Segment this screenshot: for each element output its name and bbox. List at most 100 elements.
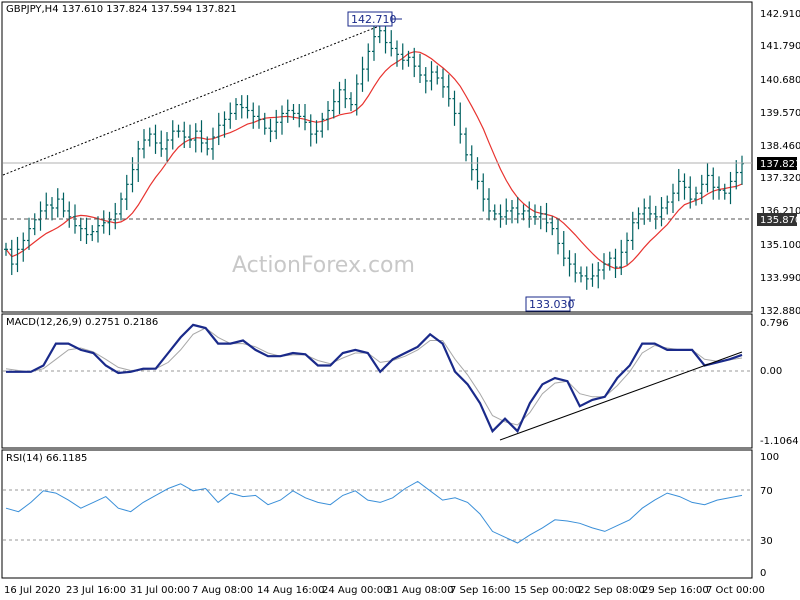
y-tick-label: 135.100 <box>760 240 800 251</box>
price-bar <box>636 207 641 230</box>
price-bar <box>354 74 359 116</box>
price-bar <box>228 102 233 129</box>
price-bar <box>699 174 704 205</box>
y-tick-label: 0.00 <box>760 366 782 377</box>
price-bar <box>395 40 399 67</box>
price-y-axis: 142.910 141.790 140.680 139.570 138.460 … <box>760 9 800 317</box>
price-bar <box>153 124 158 154</box>
callout-low-box <box>525 296 571 312</box>
price-bar <box>21 232 26 262</box>
price-bar <box>607 251 612 271</box>
x-tick-label: 16 Jul 2020 <box>4 585 61 596</box>
y-tick-label: 70 <box>760 486 773 497</box>
price-bar <box>429 61 434 91</box>
price-bar <box>728 171 733 205</box>
macd-trendline <box>499 351 743 441</box>
y-tick-label: 100 <box>760 452 779 463</box>
price-bar <box>533 204 537 225</box>
price-bar <box>314 120 319 144</box>
price-bar <box>176 124 181 138</box>
callout-high-label: 142.710 <box>351 13 397 26</box>
price-bar <box>101 210 106 234</box>
x-tick-label: 29 Sep 16:00 <box>642 585 709 596</box>
price-bar <box>142 129 146 159</box>
price-bar <box>61 192 66 218</box>
price-bar <box>136 140 141 182</box>
price-bar <box>412 47 417 78</box>
x-tick-label: 31 Jul 00:00 <box>130 585 190 596</box>
y-tick-label: 141.790 <box>760 41 800 52</box>
x-tick-label: 14 Aug 16:00 <box>257 585 324 596</box>
price-bar <box>561 231 566 267</box>
current-price-label: 137.821 <box>760 159 800 170</box>
price-bar <box>222 111 227 138</box>
price-bar <box>573 253 578 283</box>
price-bar <box>510 199 514 224</box>
price-bar <box>216 112 221 146</box>
candlestick-layer <box>4 21 744 290</box>
signal-line <box>5 327 743 426</box>
price-bar <box>119 192 123 221</box>
price-bar <box>211 127 215 160</box>
price-bar <box>113 202 118 230</box>
price-bar <box>452 90 457 126</box>
price-bar <box>441 68 445 98</box>
price-bar <box>239 95 244 119</box>
price-bar <box>55 188 60 218</box>
price-bar <box>688 176 693 209</box>
price-bar <box>4 242 8 256</box>
price-bar <box>446 74 451 107</box>
price-bar <box>188 124 192 149</box>
x-axis: 16 Jul 2020 23 Jul 16:00 31 Jul 00:00 7 … <box>4 585 765 596</box>
rsi-line <box>5 480 743 544</box>
x-tick-label: 22 Sep 08:00 <box>578 585 645 596</box>
price-bar <box>630 211 635 250</box>
y-tick-label: 0 <box>760 568 766 579</box>
price-bar <box>694 186 698 206</box>
price-bar <box>400 43 405 70</box>
rsi-label: RSI(14) 66.1185 <box>6 453 88 464</box>
price-bar <box>705 163 710 193</box>
price-bar <box>717 176 721 200</box>
price-bar <box>308 114 313 147</box>
ohlc-values: 137.610 137.824 137.594 137.821 <box>61 4 237 15</box>
price-bar <box>170 120 175 150</box>
y-tick-label: 136.210 <box>760 206 800 217</box>
price-bar <box>9 239 14 276</box>
price-bar <box>343 78 348 109</box>
x-tick-label: 7 Sep 16:00 <box>450 585 510 596</box>
watermark: ActionForex.com <box>232 253 415 278</box>
price-bar <box>199 120 204 153</box>
price-bar <box>67 201 72 228</box>
rsi-y-axis: 100 70 30 0 <box>760 452 779 579</box>
price-bar <box>498 204 503 228</box>
rsi-panel <box>1 449 753 579</box>
price-bar <box>521 204 526 221</box>
price-bar <box>492 204 497 221</box>
price-bar <box>349 92 353 112</box>
price-bar <box>124 174 129 211</box>
price-bar <box>78 217 83 242</box>
price-bar <box>245 95 250 119</box>
price-bar <box>268 118 273 143</box>
price-bar <box>590 263 595 287</box>
price-bar <box>567 250 572 277</box>
price-bar <box>257 105 261 129</box>
price-bar <box>671 183 675 213</box>
price-bar <box>303 103 307 131</box>
macd-lines <box>5 323 743 434</box>
price-bar <box>544 202 549 233</box>
current-price-tag <box>757 157 797 170</box>
level-price-label: 135.870 <box>760 215 800 226</box>
price-bar <box>464 127 468 162</box>
price-bar <box>50 197 54 221</box>
price-bar <box>159 130 164 157</box>
price-bar <box>406 50 411 67</box>
y-tick-label: 139.570 <box>760 108 800 119</box>
price-bar <box>280 105 284 135</box>
price-bar <box>556 219 560 255</box>
price-bar <box>360 56 365 92</box>
price-bar <box>205 136 210 156</box>
price-bar <box>584 266 589 290</box>
price-bar <box>107 211 112 236</box>
